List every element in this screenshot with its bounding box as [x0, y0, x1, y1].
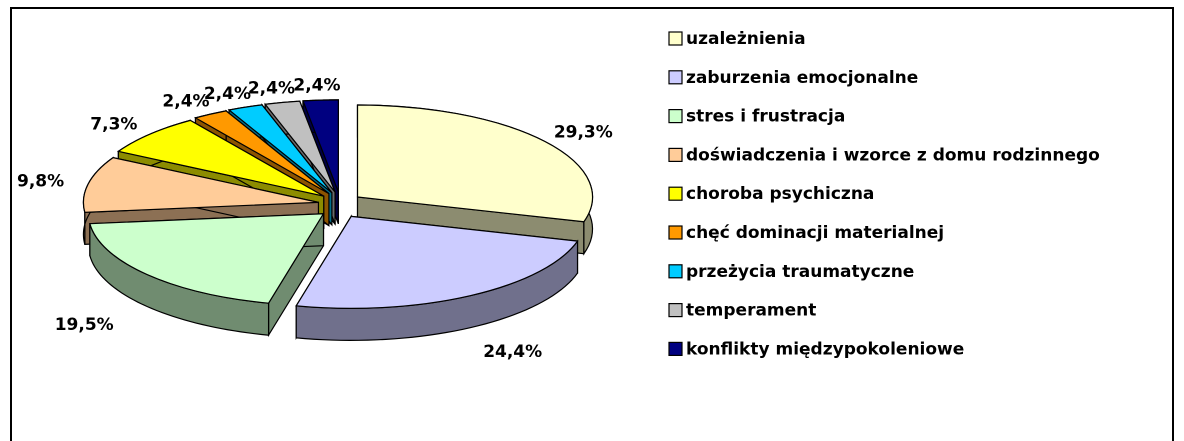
legend-swatch	[668, 70, 683, 85]
slice	[89, 213, 325, 304]
legend-swatch	[668, 147, 683, 162]
data-label: 19,5%	[55, 315, 114, 335]
legend-swatch	[668, 108, 683, 124]
data-label: 7,3%	[90, 115, 137, 135]
legend-label: chęć dominacji materialnej	[686, 223, 944, 243]
data-label: 2,4%	[162, 92, 209, 112]
legend-swatch	[668, 264, 683, 279]
legend-label: konflikty międzypokoleniowe	[686, 339, 964, 359]
legend-label: uzależnienia	[686, 29, 806, 49]
data-label: 29,3%	[554, 123, 613, 143]
slice	[82, 156, 319, 213]
legend-label: choroba psychiczna	[686, 184, 874, 204]
data-label: 2,4%	[204, 84, 251, 104]
data-label: 9,8%	[17, 171, 64, 191]
legend-label: doświadczenia i wzorce z domu rodzinnego	[686, 145, 1100, 165]
legend-swatch	[668, 303, 683, 318]
slice	[264, 100, 336, 193]
data-label: 2,4%	[248, 78, 295, 98]
legend-swatch	[668, 186, 683, 201]
legend-label: przeżycia traumatyczne	[686, 262, 914, 282]
data-label: 24,4%	[483, 342, 542, 362]
legend-swatch	[668, 225, 683, 240]
slice	[295, 215, 579, 309]
slice	[116, 119, 325, 197]
legend-swatch	[668, 31, 683, 46]
legend-label: temperament	[686, 301, 816, 321]
legend-label: zaburzenia emocjonalne	[686, 68, 918, 88]
data-label: 2,4%	[293, 76, 340, 96]
slice	[302, 99, 339, 193]
slice	[193, 110, 330, 195]
legend-label: stres i frustracja	[686, 107, 845, 127]
slice	[227, 104, 333, 194]
slice	[356, 104, 594, 223]
legend-swatch	[668, 341, 683, 356]
